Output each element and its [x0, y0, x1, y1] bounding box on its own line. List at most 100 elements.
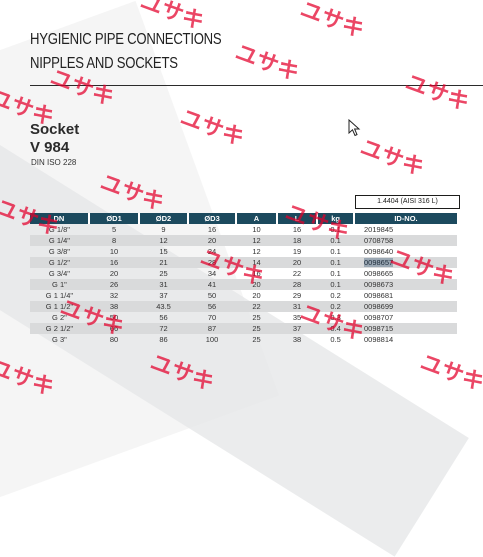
watermark-text: ユサキ [296, 0, 368, 44]
table-cell: 35 [292, 313, 302, 322]
table-cell: 22 [292, 269, 302, 278]
table-cell: 25 [252, 335, 261, 344]
table-cell: 87 [187, 323, 237, 334]
table-cell: 21 [139, 257, 188, 268]
table-cell: G 1 1/2" [30, 301, 89, 312]
id-number-cell: 0098715 [353, 323, 457, 334]
table-row: G 1 1/2" 38 43.5 56 22 31 0.2 0098699 [30, 301, 457, 312]
table-cell: 37 [276, 323, 318, 334]
id-number-cell: 0098673 [353, 279, 457, 290]
column-header: ØD3 [186, 213, 237, 224]
selected-text-highlight: 0098657 [363, 258, 394, 267]
table-cell: 10 [252, 225, 261, 234]
table-cell: 9 [161, 225, 166, 234]
title-divider [30, 85, 483, 86]
title-line-1: HYGIENIC PIPE CONNECTIONS [30, 31, 222, 48]
table-cell: 20 [109, 269, 119, 278]
table-cell: 28 [276, 279, 318, 290]
page-title: HYGIENIC PIPE CONNECTIONS NIPPLES AND SO… [30, 28, 222, 76]
table-cell: 70 [207, 313, 217, 322]
table-cell: 25 [252, 313, 261, 322]
table-cell: 100 [205, 335, 219, 344]
table-cell: 50 [207, 291, 217, 300]
table-cell: G 1/8" [48, 225, 70, 234]
table-cell: G 1/2" [30, 257, 89, 268]
id-number-cell: 0708758 [353, 235, 457, 246]
mouse-pointer-icon [348, 119, 361, 137]
id-number-cell: 0098657 [353, 257, 457, 268]
table-row: G 1/2" 16 21 28 14 20 0.1 0098657 [30, 257, 457, 268]
id-number-cell: 0098681 [363, 291, 394, 300]
table-cell: 0.5 [330, 335, 341, 344]
table-cell: 0.1 [330, 225, 341, 234]
table-cell: 10 [109, 247, 119, 256]
product-name: Socket [30, 121, 80, 138]
table-cell: 8 [88, 235, 140, 246]
table-cell: 29 [292, 291, 302, 300]
id-number-cell: 0098665 [363, 269, 394, 278]
table-row: G 1/8" 5 9 16 10 16 0.1 2019845 [30, 224, 457, 235]
table-cell: G 3/8" [48, 247, 70, 256]
table-cell: 14 [236, 257, 277, 268]
table-cell: 86 [159, 335, 168, 344]
table-cell: 0.1 [317, 235, 354, 246]
table-cell: 28 [187, 257, 237, 268]
table-cell: 19 [292, 247, 302, 256]
title-line-2: NIPPLES AND SOCKETS [30, 55, 178, 72]
table-row: G 2" 50 56 70 25 35 0.3 0098707 [30, 312, 457, 323]
table-cell: 15 [159, 247, 168, 256]
table-cell: 26 [88, 279, 140, 290]
table-cell: 12 [139, 235, 188, 246]
table-cell: 0.1 [317, 279, 354, 290]
table-cell: 16 [292, 225, 302, 234]
table-cell: G 3/4" [48, 269, 70, 278]
table-cell: 66 [88, 323, 140, 334]
table-cell: 34 [207, 269, 217, 278]
table-cell: 16 [88, 257, 140, 268]
column-header: DN [30, 213, 89, 224]
table-cell: 25 [159, 269, 168, 278]
table-cell: 37 [159, 291, 168, 300]
table-body: G 1/8" 5 9 16 10 16 0.1 2019845 G 1/4" 8 12 20 12 18 0… [30, 224, 457, 345]
table-cell: 16 [207, 225, 217, 234]
watermark-text: ユサキ [401, 70, 473, 117]
table-row: G 1 1/4" 32 37 50 20 29 0.2 0098681 [30, 290, 457, 301]
table-cell: 38 [88, 301, 140, 312]
id-number-cell: 0098699 [353, 301, 457, 312]
watermark-text: ユサキ [231, 40, 303, 87]
product-standard: DIN ISO 228 [31, 158, 77, 167]
table-cell: 0.2 [330, 291, 341, 300]
table-cell: 20 [187, 235, 237, 246]
table-cell: 20 [276, 257, 318, 268]
table-row: G 3/4" 20 25 34 16 22 0.1 0098665 [30, 268, 457, 279]
table-cell: 32 [109, 291, 119, 300]
table-cell: 0.1 [330, 269, 341, 278]
table-cell: 80 [109, 335, 119, 344]
column-header: L [275, 213, 318, 224]
table-cell: 22 [236, 301, 277, 312]
table-row: G 2 1/2" 66 72 87 25 37 0.4 0098715 [30, 323, 457, 334]
column-header: ØD2 [138, 213, 188, 224]
id-number-cell: 0098640 [363, 247, 394, 256]
table-cell: 31 [139, 279, 188, 290]
table-cell: G 2" [52, 313, 67, 322]
table-row: G 1/4" 8 12 20 12 18 0.1 0708758 [30, 235, 457, 246]
table-cell: 56 [159, 313, 168, 322]
table-row: G 3/8" 10 15 24 12 19 0.1 0098640 [30, 246, 457, 257]
table-cell: 12 [236, 235, 277, 246]
id-number-cell: 2019845 [363, 225, 394, 234]
table-cell: 18 [276, 235, 318, 246]
watermark-text: ユサキ [356, 135, 428, 182]
table-cell: 0.4 [317, 323, 354, 334]
table-cell: 43.5 [139, 301, 188, 312]
table-cell: 20 [252, 291, 261, 300]
column-header: kg [316, 213, 354, 224]
table-cell: G 2 1/2" [30, 323, 89, 334]
table-cell: G 1 1/4" [45, 291, 74, 300]
product-code: V 984 [30, 139, 70, 156]
material-label: 1.4404 (AISI 316 L) [355, 195, 460, 209]
id-number-cell: 0098814 [363, 335, 394, 344]
table-row: G 3" 80 86 100 25 38 0.5 0098814 [30, 334, 457, 345]
table-cell: 0.2 [317, 301, 354, 312]
